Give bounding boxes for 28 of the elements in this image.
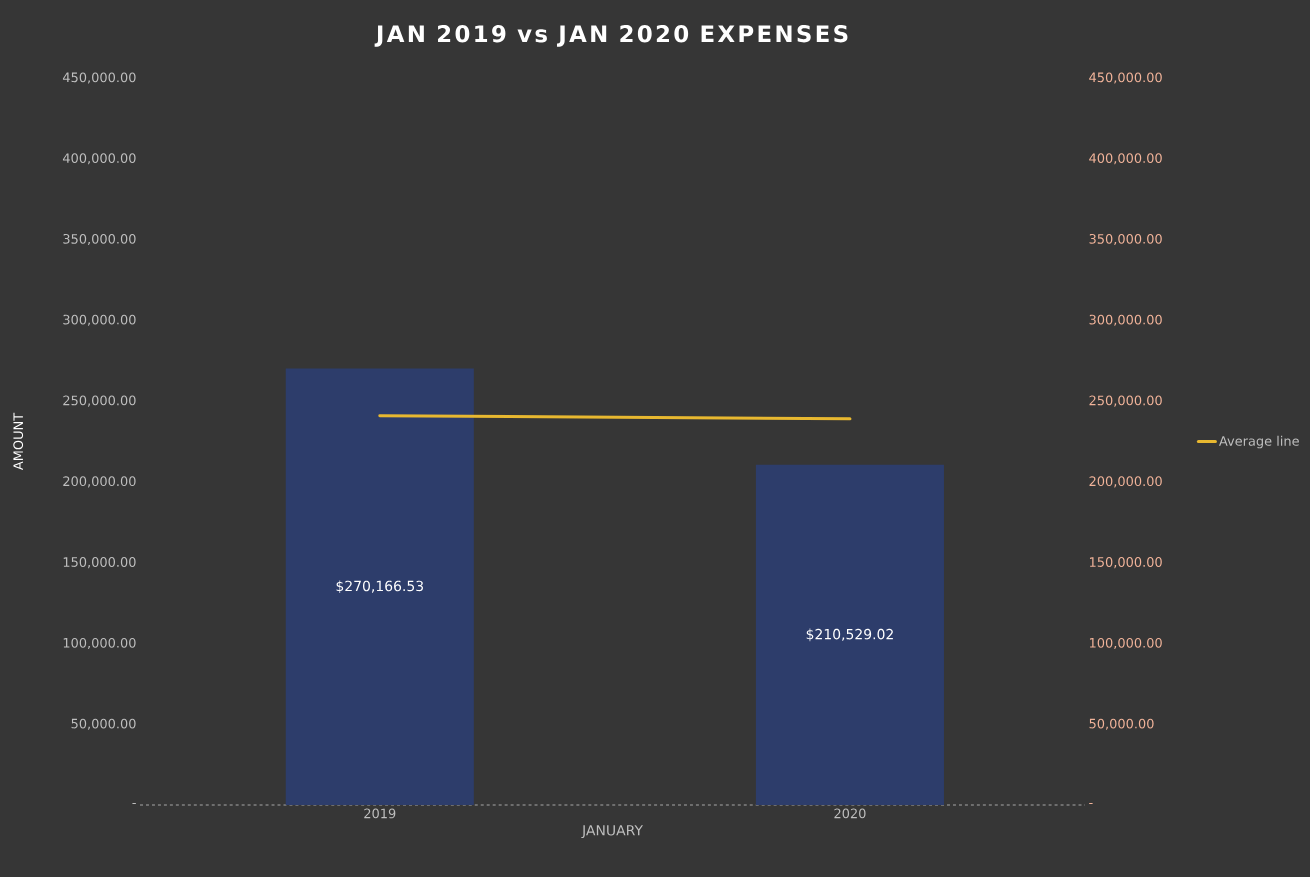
y-tick-label: 150,000.00 [63, 557, 136, 569]
y-tick-label: 50,000.00 [71, 718, 136, 730]
x-tick-label: 2020 [834, 808, 866, 819]
y2-tick-label: 100,000.00 [1089, 637, 1162, 649]
y2-tick-label: 150,000.00 [1089, 557, 1162, 569]
y2-tick-label: 300,000.00 [1089, 314, 1162, 326]
y-tick-label: 450,000.00 [62, 72, 136, 84]
legend-label: Average line [1219, 435, 1299, 449]
y-tick-label: 200,000.00 [63, 476, 136, 488]
data-label: $270,166.53 [336, 580, 424, 594]
y-axis-title: AMOUNT [13, 412, 24, 471]
y-tick-label: 400,000.00 [62, 153, 136, 165]
y-tick-label: 250,000.00 [63, 395, 136, 407]
y2-tick-label: 450,000.00 [1089, 72, 1162, 84]
x-tick-label: 2019 [364, 808, 396, 819]
x-axis-title: JANUARY [581, 825, 644, 839]
y2-tick-label: 50,000.00 [1089, 718, 1154, 730]
chart-title: JAN 2019 vs JAN 2020 EXPENSES [374, 25, 848, 47]
y2-tick-label: 250,000.00 [1089, 395, 1162, 407]
data-label: $210,529.02 [806, 628, 893, 642]
y-tick-label: 300,000.00 [63, 314, 136, 326]
y2-tick-label: 400,000.00 [1089, 153, 1162, 165]
y-tick-label: 350,000.00 [63, 233, 136, 246]
y2-tick-label: 200,000.00 [1089, 476, 1162, 488]
y-tick-label: 100,000.00 [63, 637, 136, 649]
y2-tick-label: 350,000.00 [1089, 233, 1162, 246]
y-tick-label: - [132, 802, 136, 804]
y2-tick-label: - [1089, 802, 1093, 804]
